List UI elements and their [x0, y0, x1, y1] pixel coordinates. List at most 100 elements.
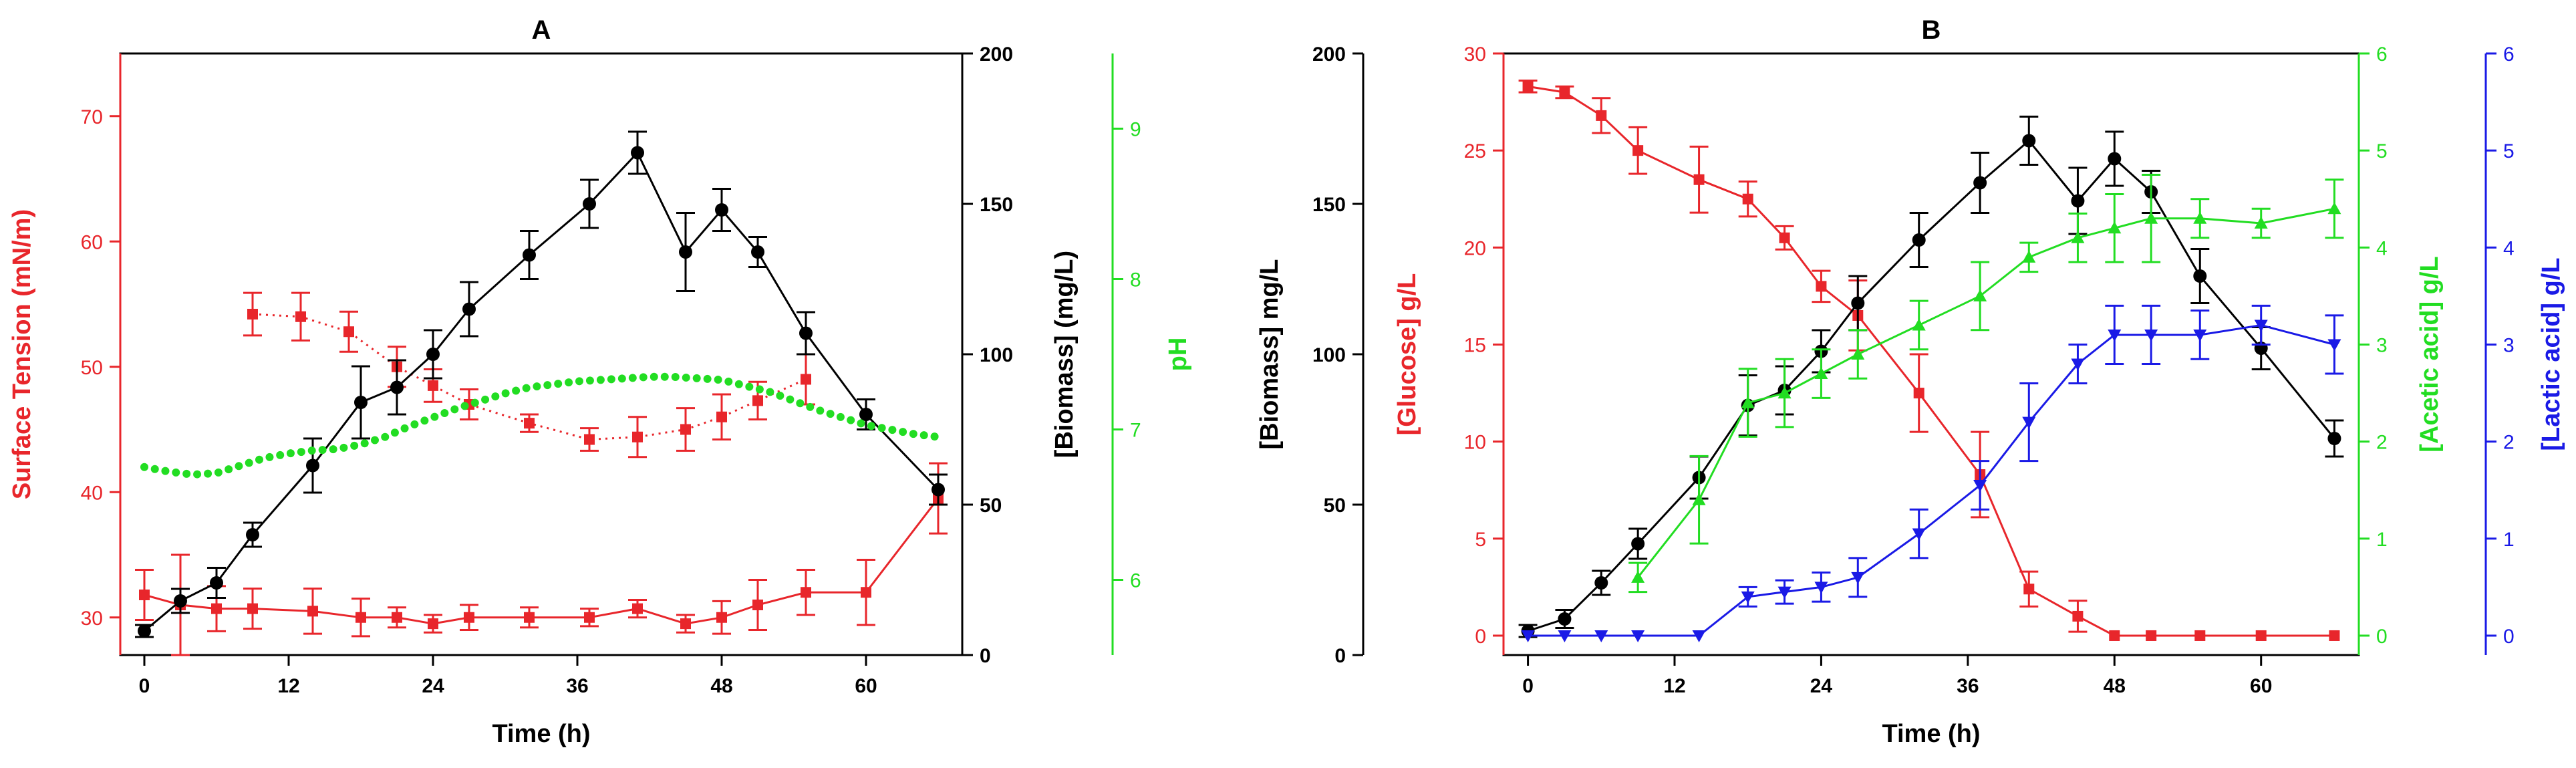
data-point: [801, 587, 811, 598]
y-tick-label-ace: 1: [2376, 529, 2388, 551]
y-tick-label-ace: 0: [2376, 626, 2388, 648]
data-point: [1632, 145, 1644, 156]
x-tick-label: 60: [855, 675, 877, 697]
series-line-ace-2: [1636, 207, 2335, 578]
data-point: [1741, 396, 1755, 408]
y-tick-label-lac: 2: [2503, 432, 2515, 454]
data-point: [1594, 576, 1608, 590]
data-point: [584, 612, 595, 623]
data-point: [679, 245, 692, 259]
data-point: [801, 374, 811, 385]
series-line-st-1: [144, 497, 940, 625]
data-point: [1973, 479, 1987, 492]
data-point: [680, 424, 691, 435]
y-axis-label-bio: [Biomass] mg/L: [1256, 259, 1284, 449]
data-point: [1814, 367, 1828, 380]
x-tick-label: 0: [1522, 675, 1534, 697]
y-tick-label-ace: 4: [2376, 237, 2388, 259]
data-point: [1973, 176, 1987, 190]
data-point: [462, 302, 476, 316]
y-axis-label-st: Surface Tension (mN/m): [8, 209, 36, 499]
data-point: [464, 612, 474, 623]
data-point: [2254, 319, 2268, 332]
x-tick-label: 24: [422, 675, 444, 697]
data-point: [1779, 232, 1790, 243]
series-line-bio-2: [144, 150, 940, 632]
series-line-lac-3: [1528, 324, 2335, 637]
y-tick-label-ace: 5: [2376, 140, 2388, 162]
y-tick-label-glu: 10: [1464, 432, 1486, 454]
data-point: [428, 380, 438, 391]
x-tick-label: 12: [1663, 675, 1685, 697]
y-tick-label-ace: 6: [2376, 43, 2388, 66]
x-tick-label: 60: [2250, 675, 2272, 697]
data-point: [2108, 221, 2122, 234]
data-point: [1558, 630, 1572, 642]
data-point: [2327, 432, 2341, 445]
y-tick-label-st: 50: [81, 357, 103, 379]
data-point: [1596, 110, 1607, 121]
y-tick-label-glu: 30: [1464, 43, 1486, 66]
y-tick-label-ph: 9: [1130, 119, 1141, 141]
data-point: [1851, 296, 1865, 310]
data-point: [2023, 584, 2035, 595]
chart-title: A: [532, 15, 551, 45]
y-tick-label-st: 70: [81, 106, 103, 128]
data-point: [799, 326, 813, 340]
series-line-bio-1: [1528, 139, 2335, 632]
data-point: [1741, 591, 1755, 604]
y-tick-label-glu: 25: [1464, 140, 1486, 162]
data-point: [295, 311, 306, 322]
data-point: [355, 612, 366, 623]
data-point: [2071, 358, 2085, 371]
y-axis-label-glu: [Glucose] g/L: [1393, 273, 1421, 436]
data-point: [716, 411, 727, 422]
series-line-ph-3: [140, 372, 942, 479]
data-point: [1742, 193, 1753, 205]
data-point: [2108, 329, 2122, 342]
data-point: [2108, 152, 2122, 166]
data-point: [247, 309, 258, 319]
data-point: [1559, 87, 1570, 98]
data-point: [1558, 612, 1572, 626]
y-axis-label-lac: [Lactic acid] g/L: [2537, 257, 2565, 451]
chart-title: B: [1922, 15, 1941, 45]
y-tick-label-bio: 100: [980, 344, 1013, 366]
data-point: [1913, 388, 1924, 399]
data-point: [428, 618, 438, 630]
data-point: [2071, 231, 2085, 243]
data-point: [392, 612, 402, 623]
data-point: [1912, 528, 1926, 541]
data-point: [861, 587, 871, 598]
data-point: [1522, 81, 1534, 92]
data-point: [2109, 630, 2120, 641]
data-point: [859, 408, 873, 421]
data-point: [1631, 630, 1645, 642]
y-tick-label-ace: 3: [2376, 334, 2388, 356]
data-point: [306, 459, 319, 473]
data-point: [632, 431, 643, 442]
data-point: [247, 603, 258, 614]
data-point: [632, 603, 643, 614]
data-point: [1777, 586, 1792, 599]
data-point: [343, 326, 354, 338]
data-point: [1851, 571, 1865, 584]
data-point: [390, 380, 404, 394]
x-tick-label: 24: [1810, 675, 1833, 697]
data-point: [1851, 348, 1865, 360]
data-point: [1973, 289, 1987, 301]
y-tick-label-bio: 100: [1312, 344, 1346, 366]
data-point: [1814, 582, 1828, 594]
data-point: [426, 348, 440, 361]
data-point: [932, 483, 945, 497]
data-point: [2327, 339, 2341, 352]
y-tick-label-glu: 15: [1464, 334, 1486, 356]
y-tick-label-bio: 0: [980, 645, 991, 667]
data-point: [716, 612, 727, 623]
y-tick-label-ph: 6: [1130, 570, 1141, 592]
data-point: [2254, 217, 2268, 229]
data-point: [1816, 281, 1827, 292]
y-tick-label-lac: 6: [2503, 43, 2515, 66]
y-tick-label-glu: 5: [1475, 529, 1486, 551]
data-point: [1693, 174, 1705, 185]
